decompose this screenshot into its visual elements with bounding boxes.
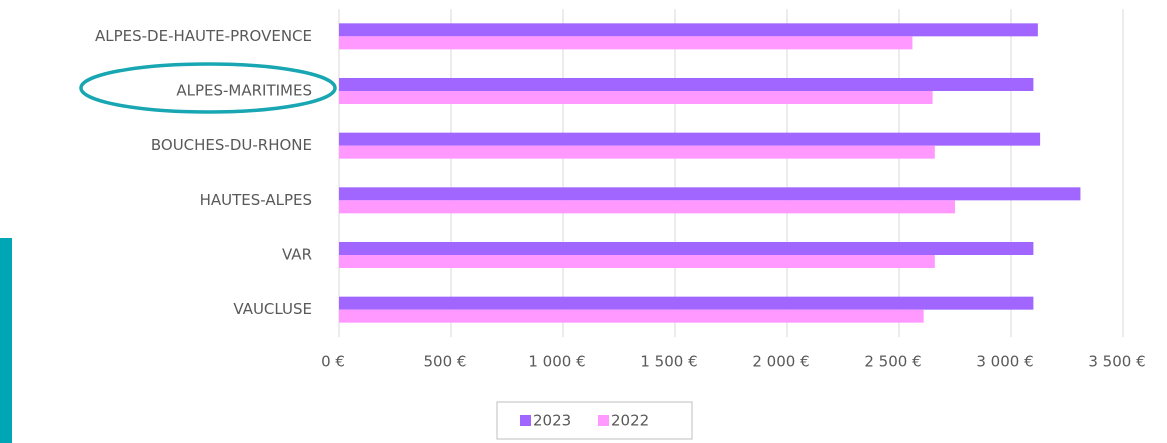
x-tick-label: 3 000 € bbox=[976, 353, 1033, 371]
bar bbox=[339, 242, 1034, 255]
x-tick-label: 2 500 € bbox=[864, 353, 921, 371]
bar bbox=[339, 78, 1034, 91]
y-tick-label: VAUCLUSE bbox=[233, 300, 312, 318]
bar bbox=[339, 200, 955, 214]
x-tick-label: 3 500 € bbox=[1088, 353, 1145, 371]
bar bbox=[339, 255, 935, 268]
legend-label: 2023 bbox=[533, 412, 571, 430]
bar bbox=[339, 91, 933, 104]
x-tick-label: 500 € bbox=[424, 353, 467, 371]
y-tick-label: BOUCHES-DU-RHONE bbox=[151, 136, 312, 154]
side-accent bbox=[0, 238, 12, 443]
x-tick-label: 1 000 € bbox=[528, 353, 585, 371]
y-tick-label: ALPES-DE-HAUTE-PROVENCE bbox=[95, 27, 312, 45]
legend-swatch bbox=[520, 415, 531, 426]
legend-swatch bbox=[598, 415, 609, 426]
x-tick-label: 2 000 € bbox=[752, 353, 809, 371]
y-tick-label: VAR bbox=[282, 246, 312, 264]
bar bbox=[339, 187, 1081, 201]
x-tick-label: 0 € bbox=[321, 353, 345, 371]
legend-label: 2022 bbox=[611, 412, 649, 430]
bar bbox=[339, 132, 1041, 146]
bar bbox=[339, 36, 913, 50]
bar bbox=[339, 23, 1038, 37]
y-tick-label: ALPES-MARITIMES bbox=[176, 82, 312, 100]
bar bbox=[339, 296, 1034, 310]
highlight-ellipse bbox=[79, 62, 337, 114]
x-tick-label: 1 500 € bbox=[640, 353, 697, 371]
bar bbox=[339, 145, 935, 159]
y-tick-label: HAUTES-ALPES bbox=[200, 191, 312, 209]
bar bbox=[339, 309, 924, 323]
